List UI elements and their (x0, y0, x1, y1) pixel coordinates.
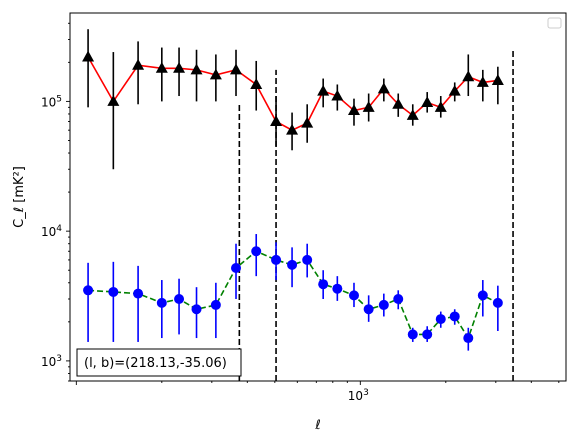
triangle-marker-0-3 (155, 61, 168, 73)
circle-marker-1-20 (435, 314, 446, 325)
y-tick-label-2-mantissa: 10 (41, 95, 56, 109)
y-tick-label-1: 104 (41, 224, 62, 239)
triangle-marker-0-18 (406, 109, 419, 120)
triangle-marker-0-13 (331, 89, 344, 101)
annotation: (l, b)=(218.13,-35.06) (76, 348, 242, 377)
triangle-marker-0-8 (250, 78, 263, 89)
circle-marker-1-15 (363, 304, 374, 315)
triangle-marker-0-6 (209, 68, 222, 80)
circle-marker-1-6 (210, 299, 221, 310)
axes-frame (69, 12, 567, 382)
plot-content (82, 29, 514, 381)
y-axis-label: C_ℓ [mK²] (12, 166, 27, 228)
circle-marker-1-12 (318, 279, 329, 290)
triangle-marker-0-11 (301, 116, 314, 128)
series-1 (83, 234, 503, 351)
circle-marker-1-0 (83, 285, 94, 296)
triangle-marker-0-4 (173, 61, 186, 73)
triangle-marker-0-5 (190, 63, 203, 75)
triangle-marker-0-21 (448, 84, 461, 96)
circle-marker-1-14 (348, 290, 359, 301)
triangle-marker-0-16 (377, 82, 390, 94)
triangle-marker-0-19 (421, 96, 434, 108)
triangle-marker-0-9 (270, 115, 283, 126)
circle-marker-1-24 (492, 297, 503, 308)
triangle-marker-0-12 (317, 84, 330, 96)
circle-marker-1-5 (191, 304, 202, 315)
circle-marker-1-8 (251, 246, 262, 257)
plot-area (82, 29, 514, 381)
circle-marker-1-9 (271, 254, 282, 265)
circle-marker-1-21 (449, 311, 460, 322)
y-tick-label-2-exponent: 5 (56, 94, 62, 104)
y-tick-label-0-mantissa: 10 (41, 355, 56, 369)
x-tick-label-0-mantissa: 10 (348, 389, 363, 403)
annotation-box (76, 348, 242, 377)
annotation-text: (l, b)=(218.13,-35.06) (84, 356, 227, 371)
x-axis-label: ℓ (314, 418, 320, 433)
circle-marker-1-22 (463, 333, 474, 344)
triangle-marker-0-22 (462, 70, 475, 82)
circle-marker-1-17 (393, 293, 404, 304)
circle-marker-1-3 (156, 297, 167, 308)
circle-marker-1-1 (108, 286, 119, 297)
triangle-marker-0-14 (347, 104, 360, 116)
circle-marker-1-10 (287, 259, 298, 270)
series-line-0 (87, 56, 498, 132)
circle-marker-1-16 (378, 299, 389, 310)
circle-marker-1-19 (422, 329, 433, 340)
circle-marker-1-18 (407, 329, 418, 340)
circle-marker-1-4 (174, 293, 185, 304)
triangle-marker-0-20 (434, 101, 447, 112)
triangle-marker-0-24 (491, 74, 504, 85)
triangle-marker-0-23 (476, 76, 489, 87)
triangle-marker-0-17 (392, 97, 405, 109)
circle-marker-1-7 (231, 262, 242, 273)
y-tick-label-1-mantissa: 10 (41, 225, 56, 239)
triangle-marker-0-2 (132, 58, 145, 70)
circle-marker-1-23 (477, 290, 488, 301)
circle-marker-1-11 (302, 254, 313, 265)
circle-marker-1-13 (332, 283, 343, 294)
y-tick-label-0-exponent: 3 (56, 354, 62, 364)
axes (66, 12, 567, 385)
triangle-marker-0-0 (82, 50, 95, 62)
x-tick-label-0-exponent: 3 (363, 388, 369, 398)
triangle-marker-0-1 (107, 95, 120, 106)
x-tick-label-0: 103 (348, 388, 369, 403)
triangle-marker-0-7 (230, 63, 243, 75)
circle-marker-1-2 (133, 288, 144, 299)
legend-box (547, 17, 562, 29)
series-0 (82, 29, 504, 170)
y-tick-label-2: 105 (41, 94, 62, 109)
triangle-marker-0-15 (362, 101, 375, 112)
triangle-marker-0-10 (286, 123, 299, 135)
y-tick-label-0: 103 (41, 354, 62, 369)
y-tick-label-1-exponent: 4 (56, 224, 62, 234)
